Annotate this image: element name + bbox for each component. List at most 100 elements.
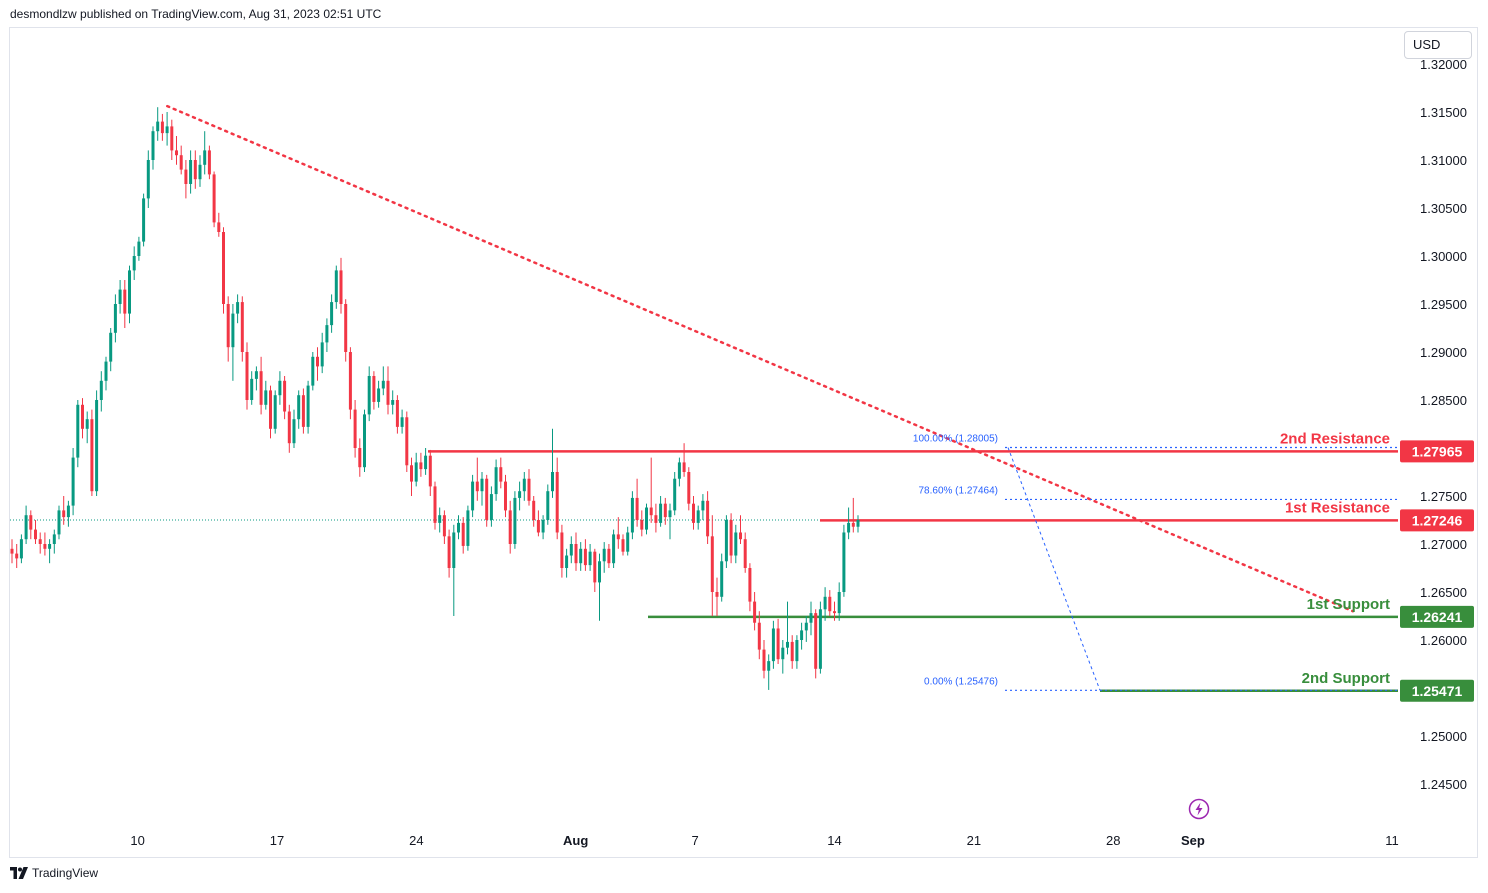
candle-body <box>128 270 131 314</box>
candle-body <box>48 544 52 549</box>
y-tick-label: 1.26000 <box>1420 633 1467 648</box>
candle-body <box>659 503 663 523</box>
candle-body <box>189 160 193 184</box>
support-price-tag-label: 1.26241 <box>1412 609 1463 625</box>
candle-body <box>504 481 507 511</box>
trendline-layer <box>166 104 1355 613</box>
candle-body <box>795 640 799 662</box>
candle-body <box>579 548 583 564</box>
candle-body <box>353 409 357 448</box>
candle-body <box>316 356 319 367</box>
candle-body <box>574 544 578 564</box>
x-tick-label: 11 <box>1385 833 1399 848</box>
candle-body <box>546 491 550 520</box>
candle-body <box>395 400 399 427</box>
candle-body <box>363 414 366 468</box>
candle-body <box>583 548 587 566</box>
candle-body <box>640 520 644 530</box>
candle-body <box>790 641 794 662</box>
resistance-price-tag-label: 1.27965 <box>1412 443 1463 459</box>
candle-body <box>344 304 348 352</box>
candle-body <box>217 222 221 232</box>
candle-body <box>175 150 178 156</box>
candle-body <box>856 520 860 527</box>
candle-body <box>682 462 686 472</box>
candle-body <box>372 376 376 402</box>
candle-body <box>781 647 785 660</box>
y-tick-label: 1.32000 <box>1420 57 1467 72</box>
candle-body <box>160 121 164 134</box>
candle-body <box>198 164 202 180</box>
candle-body <box>236 302 240 314</box>
lightning-icon[interactable] <box>1188 798 1210 820</box>
candle-body <box>24 515 28 540</box>
candle-body <box>720 561 724 597</box>
candle-body <box>179 155 183 170</box>
candle-body <box>734 532 738 556</box>
y-tick-label: 1.31000 <box>1420 153 1467 168</box>
candle-body <box>207 150 211 175</box>
currency-selector[interactable]: USD <box>1404 31 1472 59</box>
candle-body <box>62 510 66 518</box>
candle-body <box>724 520 728 562</box>
y-tick-label: 1.28500 <box>1420 393 1467 408</box>
candle-body <box>828 596 832 612</box>
candle-body <box>226 304 230 348</box>
candle-body <box>818 609 822 669</box>
candle-body <box>645 507 648 530</box>
candle-body <box>104 361 108 381</box>
candle-body <box>123 289 127 314</box>
candle-body <box>57 510 61 535</box>
candle-body <box>602 548 606 562</box>
candle-body <box>203 150 207 165</box>
candle-body <box>245 352 249 400</box>
candle-body <box>292 419 296 444</box>
candle-body <box>710 536 714 592</box>
candle-body <box>381 380 385 389</box>
candle-body <box>95 400 99 492</box>
x-tick-label: 7 <box>691 833 698 848</box>
candle-body <box>527 478 531 501</box>
candle-body <box>170 126 174 151</box>
candle-body <box>593 551 597 583</box>
y-tick-label: 1.29500 <box>1420 297 1467 312</box>
candle-body <box>34 529 37 540</box>
y-tick-label: 1.27500 <box>1420 489 1467 504</box>
fib-level-label: 0.00% (1.25476) <box>924 676 998 687</box>
fib-level-label: 78.60% (1.27464) <box>918 485 998 496</box>
x-tick-label: 14 <box>827 833 841 848</box>
candle-body <box>348 352 352 410</box>
candle-body <box>264 390 268 405</box>
candle-body <box>377 388 381 402</box>
candle-body <box>240 302 244 352</box>
candle-body <box>400 417 404 427</box>
candle-body <box>607 548 611 564</box>
candle-body <box>457 522 460 533</box>
candle-body <box>494 467 498 495</box>
candle-body <box>334 270 338 303</box>
footer-brand-label: TradingView <box>32 866 99 880</box>
candle-body <box>612 534 616 564</box>
candle-body <box>301 395 305 427</box>
candle-body <box>81 404 84 429</box>
x-tick-label: 10 <box>130 833 144 848</box>
candle-body <box>536 520 540 533</box>
candle-body <box>71 457 75 506</box>
price-axis: 1.32000 1.31500 1.31000 1.30500 1.30000 1.295… <box>1420 57 1467 792</box>
candle-body <box>10 548 14 554</box>
candle-body <box>800 630 804 640</box>
price-tags: 1.27965 1.27246 1.26241 1.25471 <box>1400 440 1474 702</box>
candle-body <box>330 302 334 326</box>
candle-body <box>287 411 291 444</box>
resistance-level-label: 1st Resistance <box>1285 499 1390 516</box>
candle-body <box>743 539 747 568</box>
candle-body <box>99 380 103 400</box>
candle-body <box>212 174 216 223</box>
candle-body <box>480 478 484 492</box>
candle-body <box>833 611 836 614</box>
candle-body <box>320 342 324 367</box>
candle-body <box>391 400 395 405</box>
candle-body <box>471 481 475 511</box>
candle-body <box>696 510 700 523</box>
